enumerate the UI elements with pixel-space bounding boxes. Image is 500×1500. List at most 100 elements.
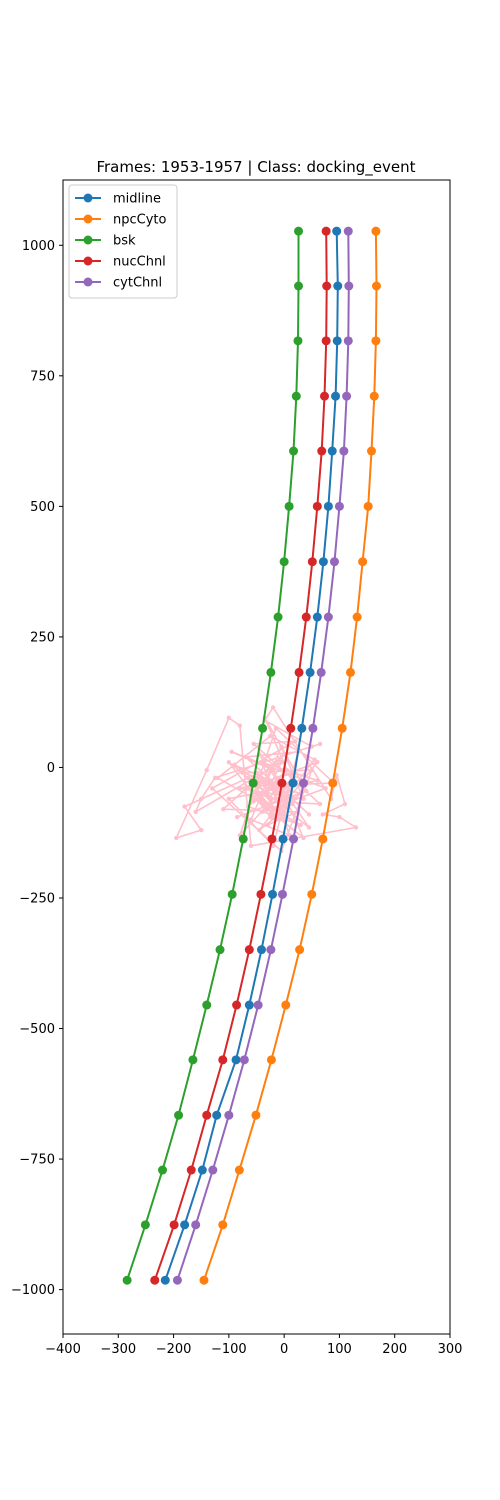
trajectory-point: [251, 799, 256, 804]
trajectory-point: [270, 843, 276, 848]
trajectory-point: [265, 793, 270, 799]
series-point-midline: [278, 834, 288, 844]
series-point-bsk: [202, 1000, 212, 1010]
series-point-nucChnl: [150, 1275, 160, 1285]
series-point-cytChnl: [342, 391, 352, 401]
trajectory-point: [265, 801, 270, 807]
series-point-npcCyto: [371, 281, 381, 291]
trajectory-point: [237, 786, 243, 791]
series-point-npcCyto: [251, 1110, 261, 1120]
trajectory-point: [212, 775, 218, 781]
trajectory-point: [234, 814, 240, 820]
trajectory-point: [174, 835, 179, 841]
x-tick-label: −300: [100, 1342, 136, 1357]
series-point-bsk: [122, 1275, 132, 1285]
series-point-npcCyto: [371, 226, 381, 236]
trajectory-point: [257, 827, 262, 833]
series-point-cytChnl: [308, 723, 318, 733]
axis-layer: −400 −300 −200 −100 0 100 200 300−1000−750−500−…: [11, 239, 462, 1357]
trajectory-point: [312, 757, 317, 762]
series-point-npcCyto: [363, 501, 373, 511]
trajectory-point: [334, 773, 339, 778]
trajectory-point: [226, 796, 232, 801]
trajectory-point: [287, 786, 292, 791]
trajectory-point: [268, 796, 273, 801]
trajectory-point: [279, 760, 284, 765]
series-point-npcCyto: [307, 889, 317, 899]
trajectory-point: [273, 786, 279, 791]
series-point-cytChnl: [344, 281, 354, 291]
trajectory-point: [323, 786, 328, 791]
trajectory-point: [265, 822, 270, 828]
series-point-midline: [312, 612, 322, 622]
series-point-cytChnl: [253, 1000, 263, 1010]
trajectory-point: [317, 741, 323, 747]
series-point-bsk: [284, 501, 294, 511]
series-line-cytChnl: [176, 231, 350, 1281]
trajectory-point: [293, 739, 298, 744]
legend-label-bsk: bsk: [113, 234, 136, 249]
y-tick-label: 500: [30, 500, 55, 515]
series-point-nucChnl: [267, 834, 277, 844]
trajectory-point: [315, 760, 320, 765]
legend-marker-nucChnl: [83, 256, 93, 266]
series-point-nucChnl: [321, 226, 331, 236]
series-point-midline: [197, 1165, 207, 1175]
series-line-nucChnl: [153, 231, 328, 1281]
y-tick-label: 1000: [22, 239, 55, 254]
trajectory-point: [270, 705, 276, 710]
trajectory-point: [248, 817, 254, 822]
trajectory-point: [268, 780, 273, 786]
trajectory-point: [257, 791, 262, 796]
legend-marker-cytChnl: [83, 277, 93, 287]
series-point-nucChnl: [256, 889, 266, 899]
trajectory-point: [279, 744, 284, 749]
legend-label-midline: midline: [113, 192, 161, 207]
series-point-midline: [212, 1110, 222, 1120]
series-point-midline: [256, 945, 266, 955]
series-point-bsk: [294, 281, 304, 291]
series-point-bsk: [238, 834, 248, 844]
series-point-midline: [268, 889, 278, 899]
y-tick-label: −1000: [11, 1283, 55, 1298]
series-point-cytChnl: [266, 945, 276, 955]
series-point-midline: [297, 723, 307, 733]
series-point-nucChnl: [320, 391, 330, 401]
trajectory-point: [259, 760, 265, 765]
x-tick-label: −100: [211, 1342, 247, 1357]
trajectory-point: [265, 788, 270, 794]
x-tick-label: −400: [45, 1342, 81, 1357]
series-point-bsk: [174, 1110, 184, 1120]
series-point-cytChnl: [172, 1275, 182, 1285]
y-tick-label: 250: [30, 630, 55, 645]
y-tick-label: −750: [19, 1153, 55, 1168]
trajectory-point: [301, 835, 306, 841]
series-point-bsk: [215, 945, 225, 955]
trajectory-point: [270, 807, 276, 812]
series-point-cytChnl: [224, 1110, 234, 1120]
series-point-midline: [332, 336, 342, 346]
series-point-npcCyto: [199, 1275, 209, 1285]
series-point-cytChnl: [343, 226, 353, 236]
series-point-bsk: [291, 391, 301, 401]
series-line-bsk: [126, 231, 300, 1281]
series-point-nucChnl: [277, 778, 287, 788]
trajectory-point: [240, 770, 245, 775]
trajectory-point: [210, 786, 215, 791]
series-point-midline: [288, 778, 298, 788]
series-point-bsk: [293, 336, 303, 346]
trajectory-point: [259, 796, 265, 801]
y-tick-label: 0: [47, 761, 55, 776]
trajectory-point: [262, 783, 267, 788]
x-tick-label: 100: [327, 1342, 352, 1357]
series-point-midline: [305, 667, 315, 677]
series-point-npcCyto: [369, 391, 379, 401]
trajectory-point: [232, 762, 237, 768]
series-point-bsk: [248, 778, 258, 788]
trajectory-point: [320, 812, 326, 817]
series-point-npcCyto: [281, 1000, 291, 1010]
series-point-bsk: [227, 889, 237, 899]
series-point-bsk: [158, 1165, 168, 1175]
series-point-bsk: [140, 1220, 150, 1230]
x-tick-label: 300: [438, 1342, 463, 1357]
